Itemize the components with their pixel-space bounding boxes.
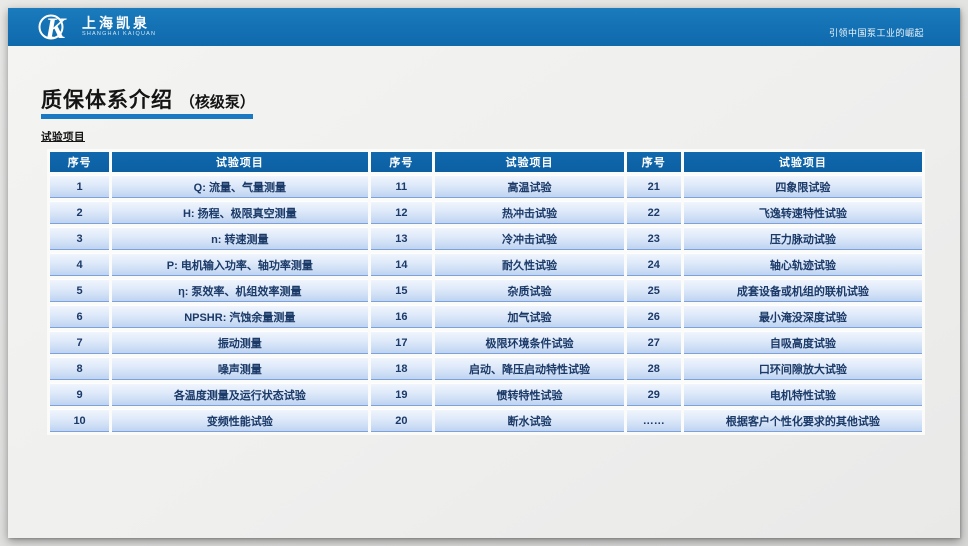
cell-no: …… (626, 409, 681, 432)
cell-no: 3 (50, 227, 110, 250)
cell-no: 23 (626, 227, 681, 250)
page-title: 质保体系介绍 （核级泵） (41, 84, 255, 114)
kaiquan-logo-icon: K (38, 11, 78, 45)
cell-no: 25 (626, 279, 681, 302)
table-row: 5 η: 泵效率、机组效率测量 15 杂质试验 25 成套设备或机组的联机试验 (50, 279, 922, 302)
logo-text-cn: 上海凯泉 (82, 15, 150, 31)
table-row: 6 NPSHR: 汽蚀余量测量 16 加气试验 26 最小淹没深度试验 (50, 305, 922, 328)
cell-no: 10 (50, 409, 110, 432)
title-underline-bar (41, 114, 253, 119)
cell-item: 振动测量 (112, 331, 368, 354)
table-row: 7 振动测量 17 极限环境条件试验 27 自吸高度试验 (50, 331, 922, 354)
table-row: 8 噪声测量 18 启动、降压启动特性试验 28 口环间隙放大试验 (50, 357, 922, 380)
column-header-item-1: 试验项目 (112, 152, 368, 172)
cell-no: 24 (626, 253, 681, 276)
cell-no: 1 (50, 175, 110, 198)
page-title-main: 质保体系介绍 (41, 89, 173, 112)
logo-text-en: SHANGHAI KAIQUAN (82, 31, 157, 37)
cell-item: 变频性能试验 (112, 409, 368, 432)
cell-item: 压力脉动试验 (683, 227, 922, 250)
cell-item: 启动、降压启动特性试验 (435, 357, 624, 380)
table-row: 9 各温度测量及运行状态试验 19 惯转特性试验 29 电机特性试验 (50, 383, 922, 406)
column-header-no-3: 序号 (626, 152, 681, 172)
logo-wordmark: 上海凯泉 SHANGHAI KAIQUAN (82, 16, 156, 38)
column-header-no-1: 序号 (50, 152, 110, 172)
cell-no: 8 (50, 357, 110, 380)
cell-item: 冷冲击试验 (435, 227, 624, 250)
page-title-suffix: （核级泵） (179, 94, 255, 111)
column-header-item-2: 试验项目 (435, 152, 624, 172)
cell-item: H: 扬程、极限真空测量 (112, 201, 368, 224)
cell-no: 9 (50, 383, 110, 406)
cell-item: 最小淹没深度试验 (683, 305, 922, 328)
cell-no: 14 (370, 253, 433, 276)
cell-item: 惯转特性试验 (435, 383, 624, 406)
cell-item: Q: 流量、气量测量 (112, 175, 368, 198)
cell-item: 各温度测量及运行状态试验 (112, 383, 368, 406)
cell-item: 电机特性试验 (683, 383, 922, 406)
cell-no: 13 (370, 227, 433, 250)
cell-no: 17 (370, 331, 433, 354)
cell-item: n: 转速测量 (112, 227, 368, 250)
company-logo: K 上海凯泉 SHANGHAI KAIQUAN (38, 11, 156, 45)
table-row: 2 H: 扬程、极限真空测量 12 热冲击试验 22 飞逸转速特性试验 (50, 201, 922, 224)
cell-no: 21 (626, 175, 681, 198)
cell-item: 口环间隙放大试验 (683, 357, 922, 380)
brand-topbar: K 上海凯泉 SHANGHAI KAIQUAN 引领中国泵工业的崛起 (8, 8, 960, 46)
column-header-item-3: 试验项目 (683, 152, 922, 172)
svg-text:K: K (44, 12, 67, 43)
cell-item: η: 泵效率、机组效率测量 (112, 279, 368, 302)
cell-no: 4 (50, 253, 110, 276)
cell-no: 27 (626, 331, 681, 354)
table-row: 10 变频性能试验 20 断水试验 …… 根据客户个性化要求的其他试验 (50, 409, 922, 432)
cell-no: 22 (626, 201, 681, 224)
brand-slogan: 引领中国泵工业的崛起 (828, 28, 924, 38)
slide: K 上海凯泉 SHANGHAI KAIQUAN 引领中国泵工业的崛起 质保体系介… (8, 8, 960, 538)
cell-item: 根据客户个性化要求的其他试验 (683, 409, 922, 432)
table-row: 4 P: 电机输入功率、轴功率测量 14 耐久性试验 24 轴心轨迹试验 (50, 253, 922, 276)
table-header-row: 序号 试验项目 序号 试验项目 序号 试验项目 (50, 152, 922, 172)
cell-no: 20 (370, 409, 433, 432)
cell-no: 11 (370, 175, 433, 198)
cell-no: 7 (50, 331, 110, 354)
cell-no: 16 (370, 305, 433, 328)
cell-no: 26 (626, 305, 681, 328)
cell-no: 19 (370, 383, 433, 406)
cell-no: 5 (50, 279, 110, 302)
table-row: 1 Q: 流量、气量测量 11 高温试验 21 四象限试验 (50, 175, 922, 198)
cell-item: 高温试验 (435, 175, 624, 198)
cell-no: 12 (370, 201, 433, 224)
cell-item: 热冲击试验 (435, 201, 624, 224)
cell-item: 杂质试验 (435, 279, 624, 302)
cell-item: 轴心轨迹试验 (683, 253, 922, 276)
test-items-table: 序号 试验项目 序号 试验项目 序号 试验项目 1 Q: 流量、气量测量 11 … (47, 149, 925, 435)
cell-item: 耐久性试验 (435, 253, 624, 276)
cell-item: 断水试验 (435, 409, 624, 432)
cell-item: 成套设备或机组的联机试验 (683, 279, 922, 302)
cell-item: 自吸高度试验 (683, 331, 922, 354)
section-label: 试验项目 (41, 131, 85, 143)
cell-item: 四象限试验 (683, 175, 922, 198)
cell-no: 2 (50, 201, 110, 224)
cell-no: 28 (626, 357, 681, 380)
cell-item: 极限环境条件试验 (435, 331, 624, 354)
cell-no: 15 (370, 279, 433, 302)
cell-item: 加气试验 (435, 305, 624, 328)
column-header-no-2: 序号 (370, 152, 433, 172)
cell-item: 噪声测量 (112, 357, 368, 380)
cell-no: 6 (50, 305, 110, 328)
cell-item: 飞逸转速特性试验 (683, 201, 922, 224)
cell-item: P: 电机输入功率、轴功率测量 (112, 253, 368, 276)
cell-item: NPSHR: 汽蚀余量测量 (112, 305, 368, 328)
table-row: 3 n: 转速测量 13 冷冲击试验 23 压力脉动试验 (50, 227, 922, 250)
cell-no: 29 (626, 383, 681, 406)
cell-no: 18 (370, 357, 433, 380)
